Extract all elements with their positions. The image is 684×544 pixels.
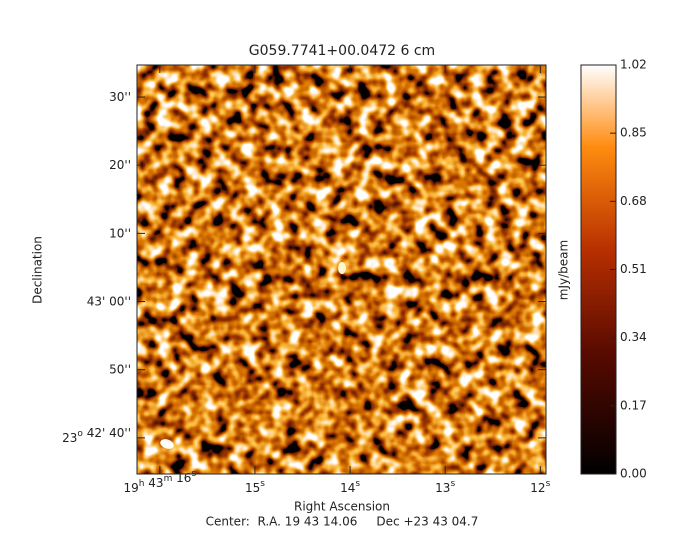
y-axis-label: Declination <box>31 236 45 304</box>
y-tick-label: 30'' <box>109 90 131 104</box>
source <box>338 262 346 274</box>
y-tick-label: 20'' <box>109 158 131 172</box>
colorbar-tick-label: 0.34 <box>620 330 647 344</box>
x-axis-label: Right Ascension <box>294 500 390 514</box>
x-tick-label: 12s <box>530 479 550 495</box>
y-tick-label: 10'' <box>109 226 131 240</box>
colorbar-tick-label: 0.68 <box>620 194 647 208</box>
colorbar-label: mJy/beam <box>557 240 571 300</box>
colorbar-tick-label: 0.51 <box>620 262 647 276</box>
x-tick-label: 15s <box>245 479 265 495</box>
colorbar-tick-label: 1.02 <box>620 58 647 72</box>
colorbar-tick-label: 0.00 <box>620 467 647 481</box>
y-tick-label: 43' 00'' <box>87 294 131 308</box>
beam <box>160 439 174 449</box>
chart-title: G059.7741+00.0472 6 cm <box>249 43 435 59</box>
plot-frame <box>136 64 547 475</box>
x-tick-label: 14s <box>340 479 360 495</box>
x-tick-label: 13s <box>435 479 455 495</box>
y-tick-label: 50'' <box>109 362 131 376</box>
colorbar-tick-label: 0.17 <box>620 398 647 412</box>
y-tick-label: 23o 42' 40'' <box>62 425 131 444</box>
x-tick-label: 19h 43m 16s <box>123 469 196 495</box>
colorbar-tick-label: 0.85 <box>620 126 647 140</box>
footer: Center: R.A. 19 43 14.06 Dec +23 43 04.7 <box>206 515 479 529</box>
